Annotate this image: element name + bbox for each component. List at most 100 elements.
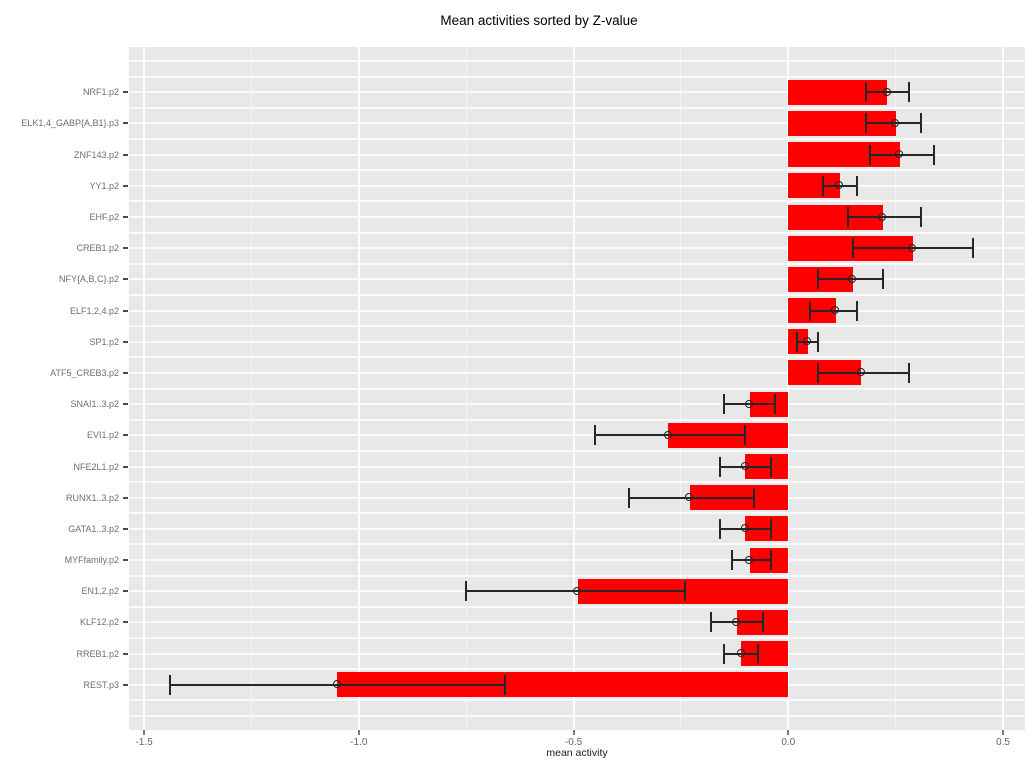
v-gridline-minor <box>250 47 252 730</box>
mean-marker <box>803 337 812 346</box>
error-cap-high <box>907 82 910 103</box>
y-tick <box>123 496 128 499</box>
mean-marker <box>663 430 672 439</box>
y-tick <box>123 652 128 655</box>
v-gridline-major <box>1002 47 1005 730</box>
y-tick-label: ELF1,2,4.p2 <box>69 305 119 316</box>
y-tick-label: SNAI1..3.p2 <box>70 399 119 410</box>
h-gridline <box>129 153 1025 156</box>
y-tick-label: NFE2L1.p2 <box>73 461 119 472</box>
x-axis-title: mean activity <box>546 747 608 759</box>
error-cap-high <box>856 175 859 196</box>
y-tick-label: ZNF143.p2 <box>73 149 119 160</box>
error-cap-low <box>851 238 854 259</box>
y-tick <box>123 184 128 187</box>
error-cap-low <box>808 300 811 321</box>
y-tick <box>123 683 128 686</box>
h-gridline <box>129 169 1025 172</box>
h-gridline <box>129 652 1025 655</box>
h-gridline <box>129 262 1025 265</box>
mean-marker <box>848 274 857 283</box>
y-tick <box>123 309 128 312</box>
error-cap-low <box>864 82 867 103</box>
y-tick <box>123 216 128 219</box>
y-tick <box>123 590 128 593</box>
h-gridline <box>129 387 1025 390</box>
error-cap-low <box>718 456 721 477</box>
error-cap-low <box>821 175 824 196</box>
x-tick-label: 0.5 <box>996 737 1010 748</box>
v-gridline-minor <box>895 47 897 730</box>
h-gridline <box>129 668 1025 671</box>
h-gridline <box>129 294 1025 296</box>
y-tick-label: GATA1..3.p2 <box>68 523 119 534</box>
h-gridline <box>129 247 1025 250</box>
error-cap-high <box>907 362 910 383</box>
x-tick <box>787 730 790 735</box>
v-gridline-minor <box>465 47 467 730</box>
x-tick-label: 0.0 <box>781 737 796 748</box>
h-gridline <box>129 200 1025 203</box>
h-gridline <box>129 621 1025 624</box>
error-cap-high <box>774 394 777 415</box>
mean-marker <box>878 212 887 221</box>
mean-marker <box>685 493 693 502</box>
mean-marker <box>745 555 754 564</box>
error-cap-low <box>795 331 798 352</box>
h-gridline <box>129 559 1025 562</box>
mean-marker <box>740 462 749 471</box>
x-tick <box>143 730 146 735</box>
error-cap-low <box>731 550 734 571</box>
h-gridline <box>129 512 1025 515</box>
y-tick <box>123 527 128 530</box>
y-tick-label: EN1,2.p2 <box>81 586 119 597</box>
error-cap-low <box>847 207 850 228</box>
v-gridline-major <box>143 47 146 730</box>
mean-marker <box>736 649 745 658</box>
error-cap-low <box>817 269 820 290</box>
error-cap-low <box>722 643 725 664</box>
error-cap-high <box>971 238 974 259</box>
y-tick <box>123 278 128 281</box>
h-gridline <box>129 122 1025 125</box>
y-tick-label: ATF5_CREB3.p2 <box>50 367 119 378</box>
y-tick <box>123 91 128 94</box>
y-tick-label: KLF12.p2 <box>79 617 119 628</box>
y-tick-label: RREB1.p2 <box>76 648 119 659</box>
plot-panel <box>129 47 1025 730</box>
y-tick-label: ELK1,4_GABP{A,B1}.p3 <box>21 118 119 129</box>
h-gridline <box>129 216 1025 219</box>
error-cap-high <box>684 581 687 602</box>
h-gridline <box>129 574 1025 577</box>
h-gridline <box>129 418 1025 421</box>
x-tick-label: -0.5 <box>564 737 583 748</box>
v-gridline-minor <box>680 47 682 730</box>
mean-marker <box>835 181 844 190</box>
y-tick <box>123 403 128 406</box>
v-gridline-major <box>572 47 575 730</box>
y-tick <box>123 559 128 562</box>
y-tick <box>123 434 128 437</box>
mean-marker <box>332 680 341 689</box>
y-tick-label: RUNX1..3.p2 <box>65 492 119 503</box>
h-gridline <box>129 309 1025 312</box>
h-gridline <box>129 106 1025 109</box>
y-tick-label: EHF.p2 <box>89 212 119 223</box>
error-cap-high <box>817 331 820 352</box>
error-cap-high <box>744 425 747 446</box>
error-cap-low <box>868 144 871 165</box>
mean-marker <box>908 243 917 252</box>
y-tick-label: MYFfamily.p2 <box>64 555 119 566</box>
h-gridline <box>129 325 1025 328</box>
error-cap-low <box>709 612 712 633</box>
h-gridline <box>129 449 1025 452</box>
mean-marker <box>745 399 754 408</box>
error-cap-high <box>752 487 755 508</box>
x-tick <box>357 730 360 735</box>
error-cap-high <box>920 113 923 134</box>
h-gridline <box>129 340 1025 343</box>
error-cap-high <box>503 674 506 695</box>
x-tick-label: -1.5 <box>135 737 153 748</box>
h-gridline <box>129 699 1025 702</box>
